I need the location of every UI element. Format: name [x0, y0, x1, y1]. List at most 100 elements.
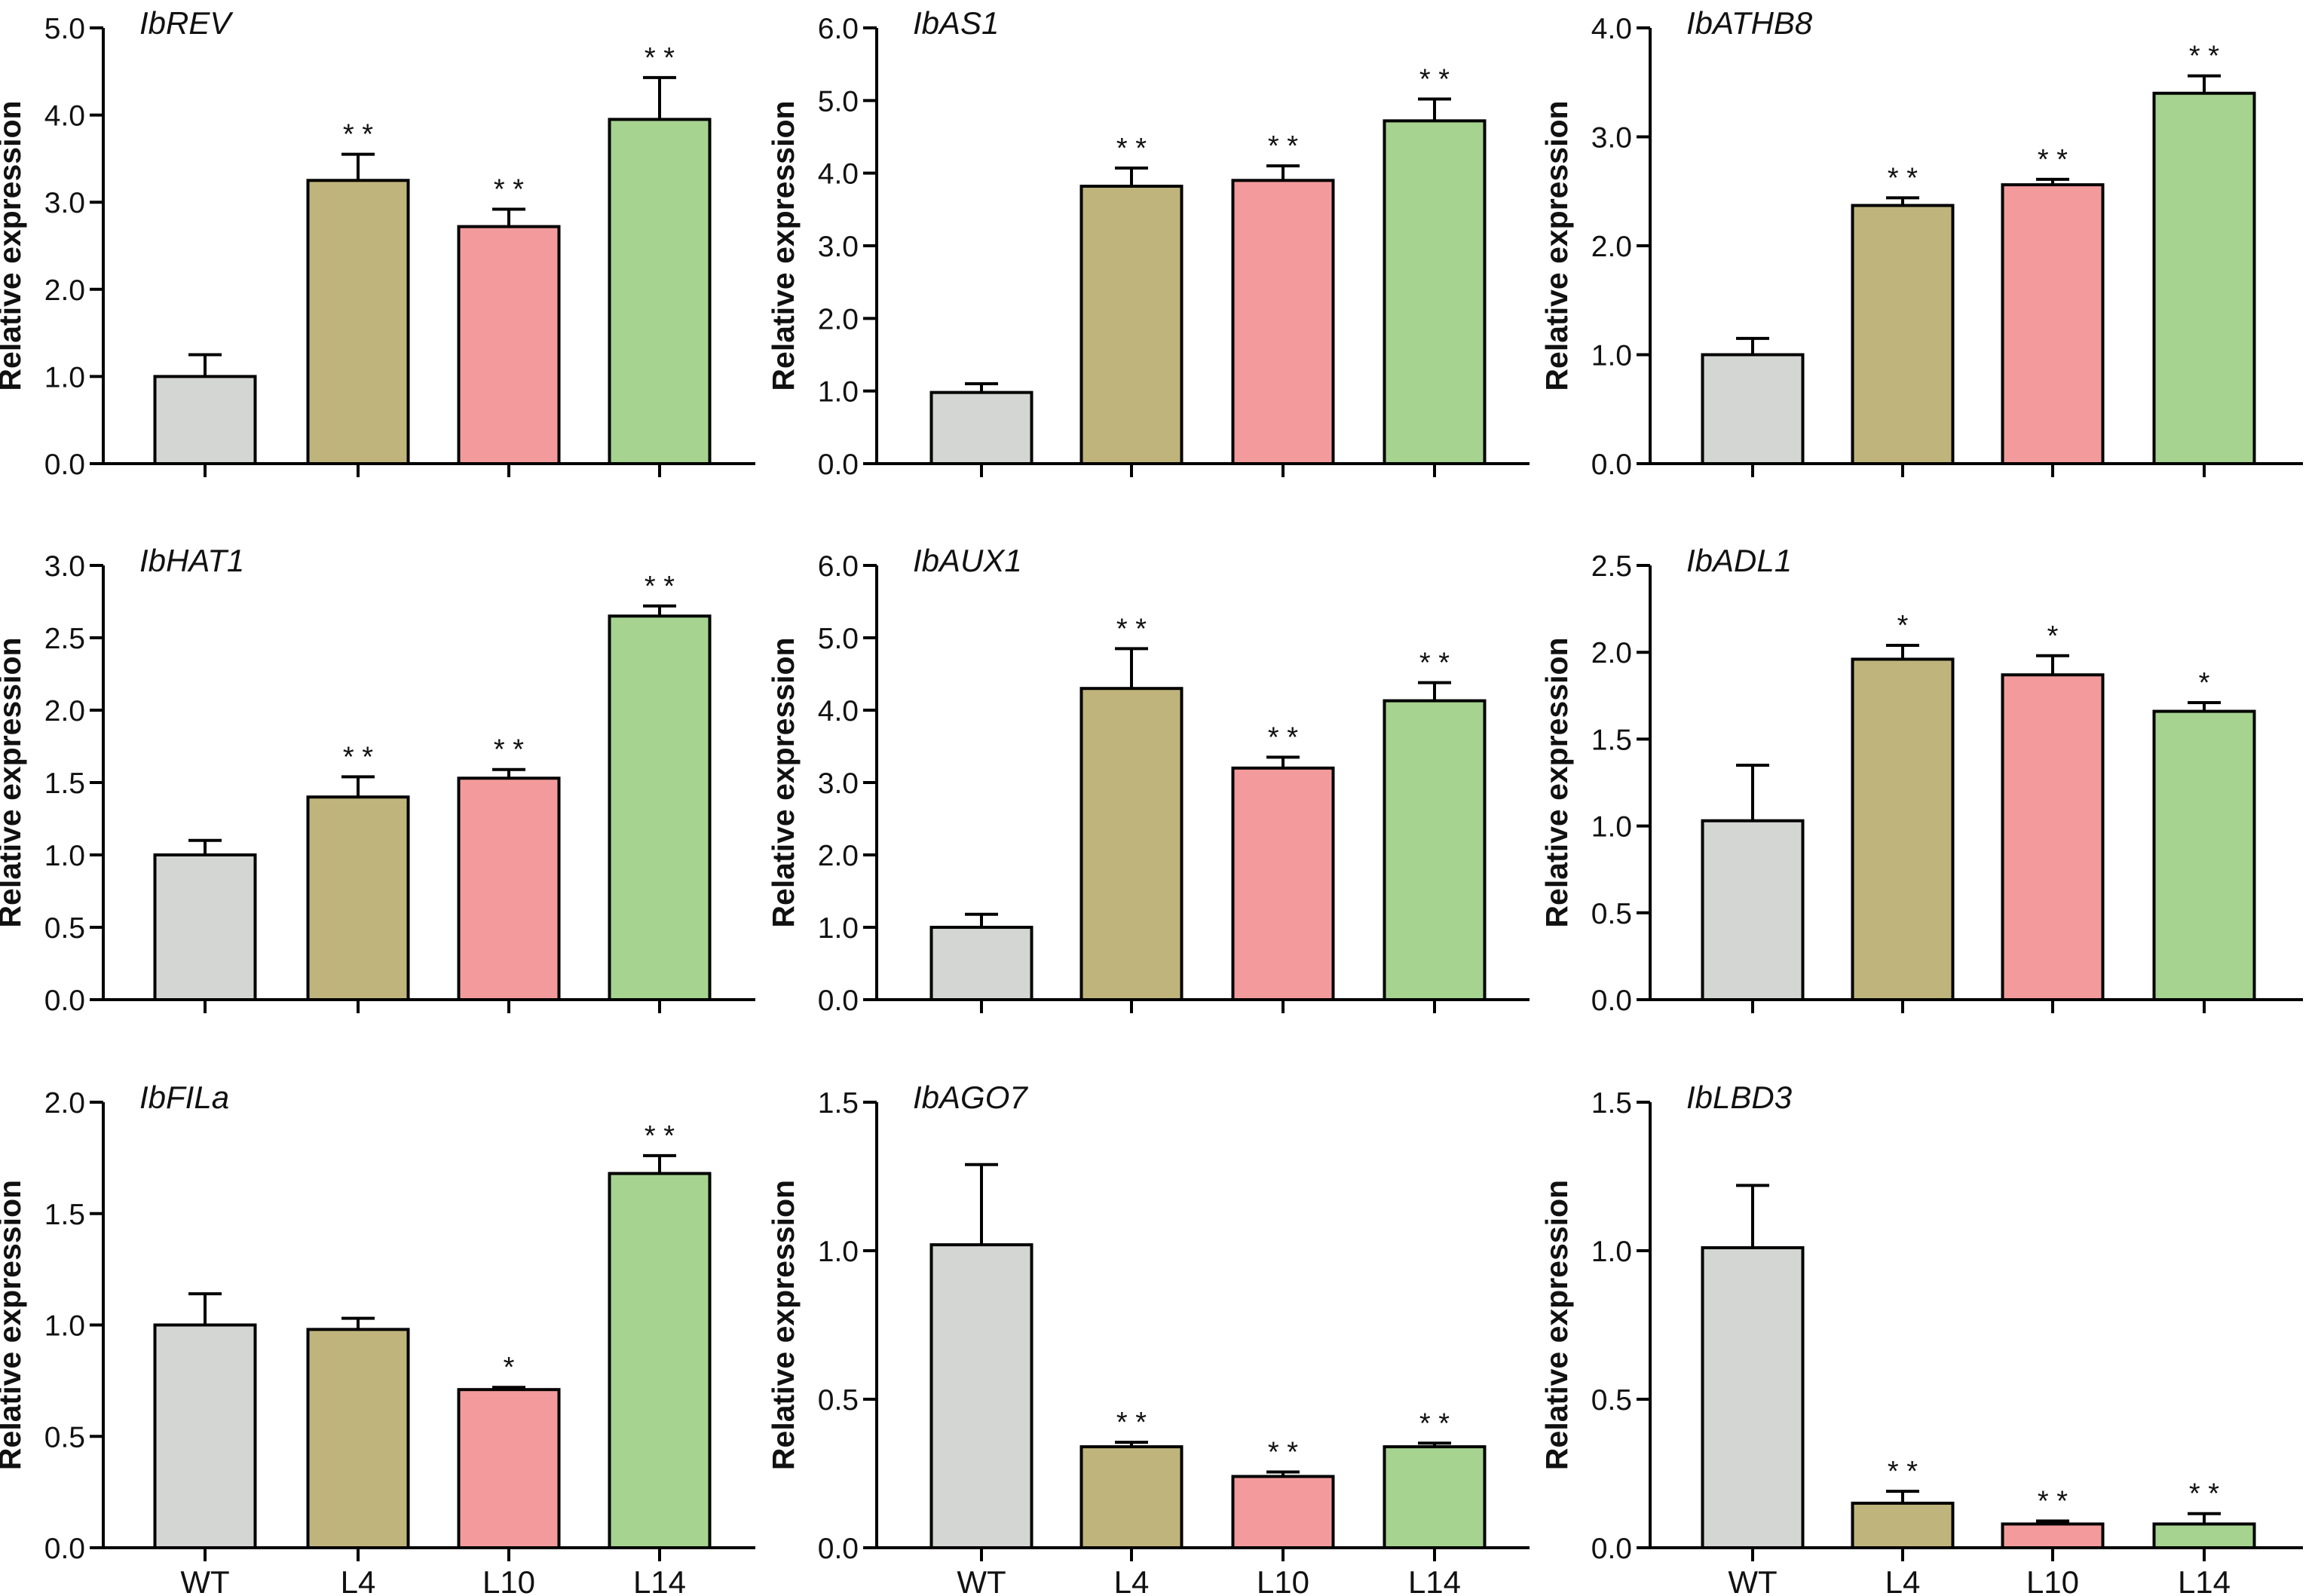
bar-L10 — [1231, 766, 1335, 1001]
bar-L4 — [306, 1328, 410, 1550]
bar-L10 — [2001, 183, 2105, 466]
x-category-label: L10 — [482, 1564, 535, 1596]
bar-L4 — [1079, 185, 1184, 466]
significance-marker: * * — [645, 42, 675, 74]
y-tick-label: 2.0 — [1591, 231, 1632, 263]
y-tick-label: 5.0 — [818, 623, 859, 655]
chart-panel-IbADL1: 0.0 0.5 1.0 1.5 2.0 2.5 Relative expression IbA… — [1539, 543, 2303, 1017]
y-tick-label: 0.0 — [818, 449, 859, 481]
bar-L4 — [1079, 1445, 1184, 1550]
y-tick-label: 2.0 — [818, 840, 859, 872]
y-tick-label: 6.0 — [818, 550, 859, 583]
bar-L4 — [1079, 687, 1184, 1001]
y-axis-label: Relative expression — [766, 1180, 801, 1470]
bar-L4 — [306, 179, 410, 466]
bar-WT — [153, 853, 257, 1001]
y-tick-label: 5.0 — [818, 85, 859, 118]
x-category-label: L14 — [633, 1564, 686, 1596]
chart-panel-IbAUX1: 0.0 1.0 2.0 3.0 4.0 5.0 6.0 Relative expression… — [766, 543, 1530, 1017]
x-category-label: WT — [1728, 1564, 1777, 1596]
bar-L14 — [2152, 709, 2256, 1001]
significance-marker: * * — [1419, 1408, 1450, 1439]
bar-WT — [1701, 1246, 1805, 1550]
y-tick-label: 3.0 — [818, 231, 859, 263]
bar-L10 — [457, 1388, 561, 1549]
y-tick-label: 1.5 — [44, 1199, 85, 1231]
bar-L14 — [1383, 1445, 1487, 1550]
y-tick-label: 6.0 — [818, 13, 859, 45]
bar-WT — [153, 375, 257, 465]
chart-panel-IbREV: 0.0 1.0 2.0 3.0 4.0 5.0 Relative expression IbR… — [0, 5, 755, 481]
x-category-label: L10 — [2026, 1564, 2079, 1596]
panel-title: IbATHB8 — [1686, 5, 1813, 41]
significance-marker: * * — [2038, 1486, 2068, 1518]
y-tick-label: 4.0 — [818, 695, 859, 728]
y-tick-label: 2.0 — [44, 274, 85, 307]
y-tick-label: 1.0 — [44, 840, 85, 872]
significance-marker: * — [504, 1352, 515, 1383]
y-tick-label: 1.5 — [818, 1087, 859, 1120]
significance-marker: * * — [1268, 1437, 1298, 1469]
y-tick-label: 4.0 — [44, 100, 85, 133]
y-tick-label: 3.0 — [1591, 122, 1632, 155]
bar-L10 — [457, 225, 561, 465]
panel-title: IbHAT1 — [139, 543, 244, 578]
y-tick-label: 1.0 — [818, 1236, 859, 1268]
bar-L10 — [457, 777, 561, 1001]
chart-panel-IbLBD3: 0.0 0.5 1.0 1.5 Relative expression IbLBD3 WT *… — [1539, 1080, 2303, 1596]
x-category-label: WT — [180, 1564, 229, 1596]
significance-marker: * * — [494, 173, 524, 205]
y-tick-label: 2.5 — [1591, 550, 1632, 583]
panel-title: IbAS1 — [913, 5, 999, 41]
y-axis-label: Relative expression — [1539, 637, 1574, 927]
y-tick-label: 4.0 — [1591, 13, 1632, 45]
y-tick-label: 2.0 — [44, 1087, 85, 1120]
y-tick-label: 2.0 — [44, 695, 85, 728]
y-tick-label: 3.0 — [44, 187, 85, 219]
significance-marker: * * — [1888, 162, 1918, 194]
significance-marker: * * — [343, 741, 373, 773]
panel-title: IbREV — [139, 5, 234, 41]
x-category-label: L14 — [1408, 1564, 1461, 1596]
bar-L14 — [1383, 119, 1487, 465]
y-tick-label: 0.0 — [1591, 985, 1632, 1017]
bar-L14 — [2152, 91, 2256, 465]
y-tick-label: 0.0 — [818, 1533, 859, 1565]
y-tick-label: 1.0 — [1591, 340, 1632, 372]
panel-title: IbLBD3 — [1686, 1080, 1792, 1115]
y-tick-label: 1.5 — [44, 767, 85, 800]
y-tick-label: 4.0 — [818, 158, 859, 191]
panel-title: IbAGO7 — [913, 1080, 1028, 1115]
y-tick-label: 1.0 — [44, 361, 85, 394]
significance-marker: * * — [1116, 1407, 1147, 1438]
panel-title: IbFILa — [139, 1080, 229, 1115]
y-tick-label: 1.0 — [1591, 1236, 1632, 1268]
significance-marker: * * — [645, 571, 675, 602]
bar-WT — [1701, 819, 1805, 1001]
x-category-label: L4 — [1885, 1564, 1921, 1596]
bar-L10 — [1231, 179, 1335, 466]
y-tick-label: 0.5 — [1591, 1384, 1632, 1417]
x-category-label: L4 — [1114, 1564, 1150, 1596]
significance-marker: * — [2199, 667, 2210, 699]
y-axis-label: Relative expression — [1539, 1180, 1574, 1470]
bar-L14 — [608, 1172, 712, 1550]
bar-WT — [929, 1243, 1033, 1549]
y-axis-label: Relative expression — [0, 637, 27, 927]
y-tick-label: 1.0 — [818, 376, 859, 409]
significance-marker: * * — [494, 734, 524, 766]
y-tick-label: 0.5 — [1591, 898, 1632, 930]
y-tick-label: 2.0 — [1591, 637, 1632, 669]
significance-marker: * * — [645, 1120, 675, 1152]
y-axis-label: Relative expression — [0, 100, 27, 391]
bar-L4 — [1851, 657, 1955, 1002]
y-tick-label: 0.0 — [818, 985, 859, 1017]
bar-L10 — [2001, 1522, 2105, 1549]
bar-L4 — [306, 795, 410, 1001]
y-tick-label: 5.0 — [44, 13, 85, 45]
chart-panel-IbFILa: 0.0 0.5 1.0 1.5 2.0 Relative expression IbFILa… — [0, 1080, 755, 1596]
significance-marker: * * — [1116, 133, 1147, 164]
bar-WT — [929, 391, 1033, 465]
y-tick-label: 1.5 — [1591, 724, 1632, 756]
